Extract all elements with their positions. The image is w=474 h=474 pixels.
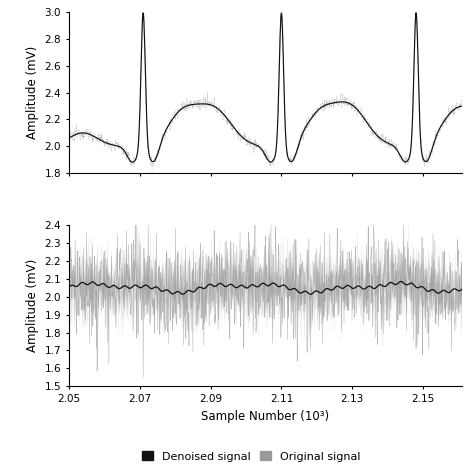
Original signal: [278, 21, 283, 27]
Denoised signal: [413, 284, 419, 290]
Original signal: [216, 317, 222, 322]
Original signal: [66, 284, 72, 290]
Denoised signal: [128, 159, 134, 165]
Y-axis label: Amplitude (mV): Amplitude (mV): [26, 259, 39, 352]
Line: Denoised signal: Denoised signal: [69, 282, 462, 294]
Original signal: [133, 193, 138, 199]
Denoised signal: [459, 286, 465, 292]
Original signal: [128, 241, 134, 246]
Denoised signal: [413, 10, 419, 16]
Denoised signal: [355, 283, 360, 289]
Denoised signal: [66, 285, 72, 291]
Original signal: [149, 166, 155, 172]
Original signal: [66, 134, 72, 139]
Denoised signal: [215, 282, 221, 287]
Denoised signal: [413, 12, 419, 18]
Denoised signal: [66, 284, 72, 290]
Original signal: [278, 285, 283, 291]
Original signal: [459, 325, 465, 331]
Denoised signal: [277, 284, 283, 290]
Original signal: [459, 102, 465, 108]
X-axis label: Sample Number (10³): Sample Number (10³): [201, 410, 329, 422]
Denoised signal: [355, 107, 360, 113]
Denoised signal: [130, 159, 136, 165]
Original signal: [413, 346, 419, 351]
Original signal: [216, 106, 222, 111]
Original signal: [413, 9, 419, 14]
Denoised signal: [128, 285, 134, 291]
Original signal: [140, 374, 146, 380]
Denoised signal: [66, 136, 72, 141]
Y-axis label: Amplitude (mV): Amplitude (mV): [26, 46, 39, 139]
Denoised signal: [308, 292, 313, 297]
Denoised signal: [459, 103, 465, 109]
Original signal: [140, 6, 146, 11]
Line: Original signal: Original signal: [69, 196, 462, 377]
Original signal: [355, 107, 361, 113]
Original signal: [66, 136, 72, 142]
Original signal: [66, 280, 72, 286]
Denoised signal: [216, 106, 221, 112]
Denoised signal: [277, 31, 283, 37]
Denoised signal: [66, 135, 72, 141]
Line: Denoised signal: Denoised signal: [69, 13, 462, 162]
Original signal: [128, 162, 134, 167]
Line: Original signal: Original signal: [69, 9, 462, 169]
Legend: Denoised signal, Original signal: Denoised signal, Original signal: [138, 447, 365, 466]
Denoised signal: [398, 279, 404, 284]
Original signal: [355, 274, 361, 280]
